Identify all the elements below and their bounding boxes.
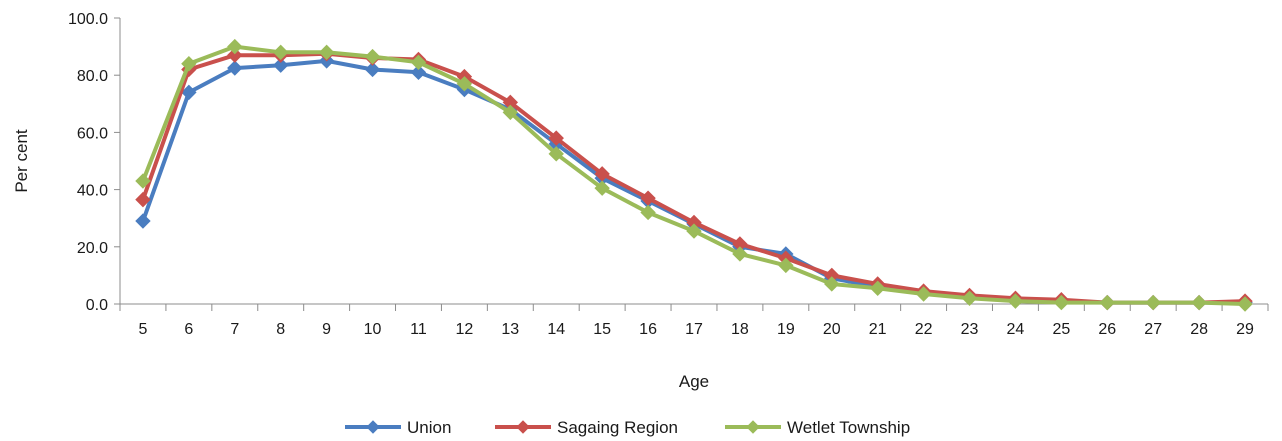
data-point-union	[227, 60, 243, 76]
data-point-wetlet-township	[1007, 293, 1024, 309]
data-point-wetlet-township	[778, 257, 794, 274]
x-tick-label: 9	[322, 321, 331, 338]
data-point-wetlet-township	[135, 173, 151, 189]
x-tick-label: 29	[1236, 321, 1254, 338]
y-tick-label: 100.0	[68, 11, 108, 28]
data-point-wetlet-township	[961, 290, 978, 306]
series-line-union	[141, 58, 1247, 305]
x-tick-label: 18	[731, 321, 749, 338]
legend-marker	[746, 420, 760, 434]
series-line-sagaing-region	[141, 51, 1247, 305]
data-point-wetlet-township	[548, 146, 564, 162]
series-wetlet-township	[135, 38, 1253, 312]
data-point-sagaing-region	[227, 47, 243, 63]
y-axis-title: Per cent	[12, 129, 31, 193]
x-tick-label: 6	[184, 321, 193, 338]
y-tick-label: 0.0	[86, 297, 108, 314]
data-point-sagaing-region	[548, 130, 564, 146]
series-line-wetlet-township	[141, 44, 1247, 306]
data-point-wetlet-township	[318, 44, 335, 61]
x-tick-label: 8	[276, 321, 285, 338]
data-point-wetlet-township	[1191, 294, 1207, 311]
data-point-wetlet-township	[915, 286, 932, 302]
data-point-union	[135, 213, 151, 229]
data-point-wetlet-township	[1099, 294, 1115, 311]
data-point-wetlet-township	[594, 180, 610, 196]
legend-item-union: Union	[345, 418, 451, 437]
x-tick-label: 17	[685, 321, 703, 338]
x-tick-label: 12	[456, 321, 474, 338]
data-point-wetlet-township	[227, 38, 243, 55]
data-point-wetlet-township	[364, 48, 381, 65]
data-point-wetlet-township	[502, 104, 519, 121]
y-tick-label: 40.0	[77, 183, 108, 200]
x-tick-label: 10	[364, 321, 382, 338]
x-axis-title: Age	[679, 372, 709, 391]
data-point-wetlet-township	[456, 76, 473, 92]
data-point-wetlet-township	[732, 246, 748, 262]
data-point-union	[364, 61, 381, 78]
plot-series	[135, 38, 1253, 312]
x-tick-label: 21	[869, 321, 887, 338]
data-point-wetlet-township	[824, 276, 840, 292]
legend-item-wetlet-township: Wetlet Township	[725, 418, 910, 437]
x-tick-label: 20	[823, 321, 841, 338]
legend-label: Sagaing Region	[557, 418, 678, 437]
x-tick-label: 14	[547, 321, 565, 338]
x-tick-label: 15	[593, 321, 611, 338]
data-point-wetlet-township	[273, 44, 289, 61]
series-union	[135, 53, 1253, 311]
y-tick-label: 20.0	[77, 240, 108, 257]
data-point-wetlet-township	[181, 56, 197, 72]
x-tick-label: 25	[1052, 321, 1070, 338]
legend-marker	[516, 420, 530, 434]
legend-marker	[366, 420, 380, 434]
x-tick-label: 23	[961, 321, 979, 338]
data-point-sagaing-region	[135, 191, 151, 208]
data-point-wetlet-township	[869, 280, 886, 296]
y-tick-label: 80.0	[77, 68, 108, 85]
x-tick-label: 24	[1007, 321, 1025, 338]
data-point-wetlet-township	[1053, 294, 1070, 311]
series-sagaing-region	[135, 46, 1253, 311]
data-point-wetlet-township	[1237, 296, 1253, 312]
data-point-wetlet-township	[686, 223, 702, 239]
legend: Union Sagaing Region Wetlet Township	[345, 418, 910, 437]
data-point-wetlet-township	[1145, 294, 1161, 311]
y-axis: 0.0 20.0 40.0 60.0 80.0 100.0	[68, 11, 121, 314]
x-axis: 5 6 7 8 9 10 11 12 13 14 15 16 17 18 19 20 21 22 23 24 25 26 2…	[119, 303, 1269, 338]
data-point-wetlet-township	[410, 54, 427, 71]
x-tick-label: 28	[1190, 321, 1208, 338]
x-tick-label: 26	[1098, 321, 1116, 338]
x-tick-label: 11	[410, 321, 427, 338]
x-tick-label: 27	[1144, 321, 1162, 338]
legend-label: Wetlet Township	[787, 418, 910, 437]
legend-item-sagaing-region: Sagaing Region	[495, 418, 678, 437]
x-tick-label: 7	[230, 321, 239, 338]
data-point-wetlet-township	[640, 204, 656, 221]
data-point-union	[273, 57, 289, 73]
x-tick-label: 22	[915, 321, 933, 338]
data-point-union	[181, 84, 197, 101]
data-point-union	[410, 64, 427, 81]
x-tick-label: 5	[139, 321, 148, 338]
x-tick-label: 13	[501, 321, 519, 338]
x-tick-label: 16	[639, 321, 657, 338]
x-tick-label: 19	[777, 321, 795, 338]
y-tick-label: 60.0	[77, 125, 108, 142]
legend-label: Union	[407, 418, 451, 437]
